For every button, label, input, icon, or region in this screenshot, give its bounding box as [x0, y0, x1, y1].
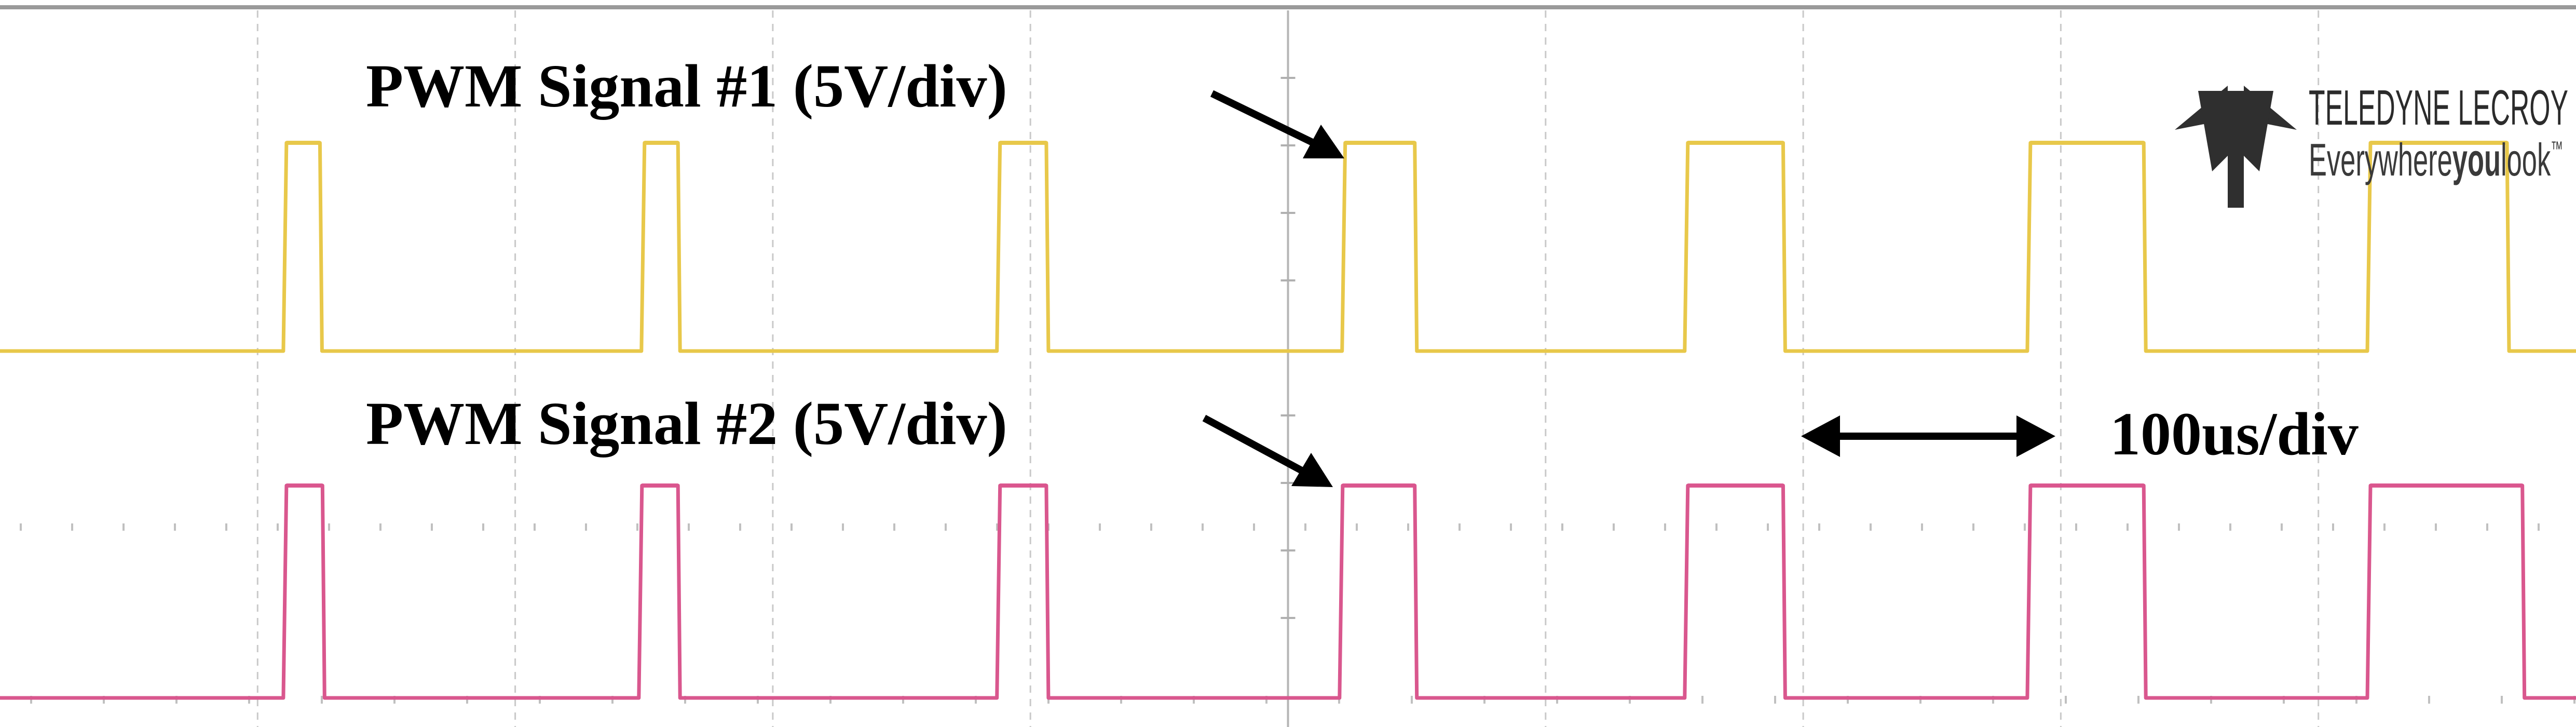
teledyne-lecroy-logo: TELEDYNE LECROY Everywhereyoulook™: [2175, 80, 2568, 208]
signal-2-label: PWM Signal #2 (5V/div): [366, 389, 1007, 457]
logo-tagline-mark: ™: [2551, 138, 2563, 160]
pwm-signal-1-pulse-1: [286, 141, 320, 145]
pwm-signal-2-pulse-1: [286, 483, 323, 488]
logo-tagline: Everywhereyoulook™: [2309, 134, 2563, 185]
pwm-signal-1-pulse-6: [2030, 141, 2144, 145]
pwm-signal-2-pulse-4: [1342, 483, 1415, 488]
pwm-signal-1-pulse-7: [2370, 141, 2507, 145]
signal-2-arrow: [1202, 414, 1333, 487]
pwm-signal-2-trace: [0, 483, 2576, 700]
logo-tagline-post: look: [2501, 134, 2551, 185]
graticule: [20, 10, 2575, 727]
timebase-label: 100us/div: [2110, 400, 2359, 468]
logo-tagline-pre: Everywhere: [2309, 134, 2452, 185]
pwm-signal-1-pulse-3: [1000, 141, 1046, 145]
pwm-signal-1-trace: [0, 141, 2576, 353]
timebase-double-arrow: [1801, 415, 2055, 457]
pwm-signal-2-pulse-5: [1687, 483, 1783, 488]
signal-1-label: PWM Signal #1 (5V/div): [366, 52, 1007, 120]
teledyne-emblem-icon: [2175, 86, 2297, 208]
pwm-signal-1-pulse-4: [1345, 141, 1415, 145]
signal-1-arrow: [1210, 90, 1344, 158]
pwm-signal-2-pulse-7: [2370, 483, 2523, 488]
pwm-signal-1-pulse-5: [1687, 141, 1783, 145]
pwm-signal-2-pulse-2: [642, 483, 678, 488]
logo-brand: TELEDYNE LECROY: [2309, 80, 2568, 136]
pwm-signal-2-pulse-6: [2030, 483, 2144, 488]
pwm-signal-1-pulse-2: [644, 141, 678, 145]
pwm-signal-2-pulse-3: [1000, 483, 1046, 488]
logo-tagline-bold: you: [2452, 134, 2501, 185]
